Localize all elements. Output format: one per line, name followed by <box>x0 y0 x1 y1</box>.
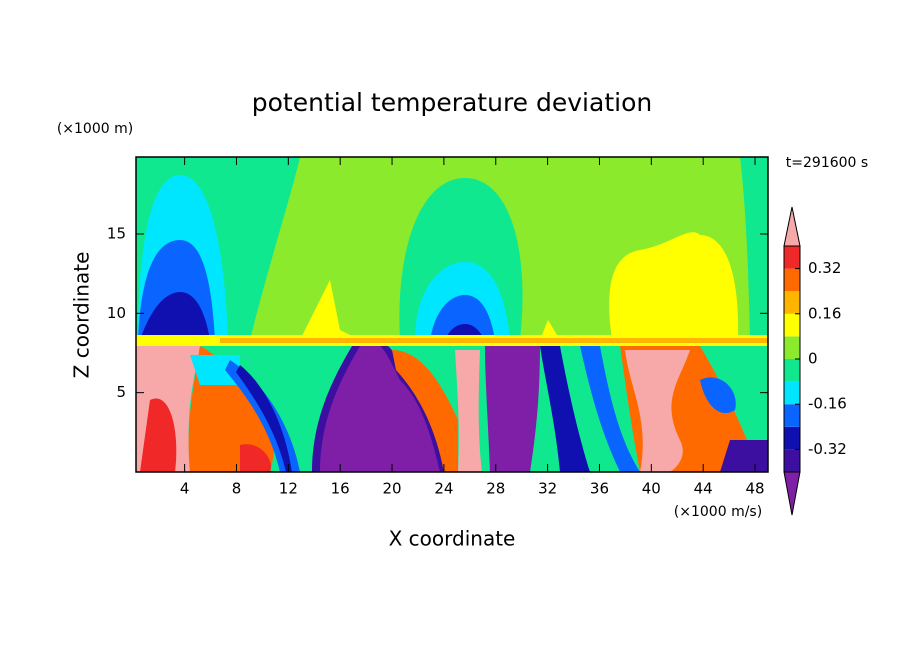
contour-region <box>300 280 360 340</box>
colorbar-band <box>784 381 800 405</box>
x-unit: (×1000 m/s) <box>674 504 762 520</box>
colorbar-band <box>784 291 800 314</box>
contour-region <box>392 350 458 472</box>
x-tick-label: 12 <box>279 480 298 498</box>
contour-region <box>540 346 590 472</box>
x-tick-label: 48 <box>745 480 764 498</box>
colorbar-tick-label: -0.32 <box>808 440 847 458</box>
colorbar-band <box>784 246 800 269</box>
time-label: t=291600 s <box>786 155 868 171</box>
contour-region <box>740 157 768 340</box>
y-tick-label: 15 <box>107 224 126 242</box>
x-tick-label: 24 <box>434 480 453 498</box>
colorbar-high <box>783 206 801 247</box>
contour-region <box>580 346 640 472</box>
colorbar-low <box>783 471 801 516</box>
colorbar-band <box>784 268 800 292</box>
y-tick-label: 10 <box>107 304 126 322</box>
contour-region <box>236 365 292 472</box>
colorbar-band <box>784 426 800 450</box>
contour-region <box>455 350 482 472</box>
contour-region <box>220 338 768 343</box>
contour-region <box>625 350 690 472</box>
x-axis-label: X coordinate <box>389 527 516 551</box>
x-tick-label: 44 <box>694 480 713 498</box>
colorbar-band <box>784 404 800 427</box>
colorbar-tick-label: 0 <box>808 350 818 368</box>
y-tick-label: 5 <box>116 383 126 401</box>
contour-field <box>136 157 768 472</box>
x-tick-label: 32 <box>538 480 557 498</box>
contour-region <box>140 398 177 472</box>
contour-region <box>190 355 240 385</box>
x-tick-label: 28 <box>486 480 505 498</box>
contour-region <box>240 444 271 472</box>
contour-region <box>430 295 495 340</box>
colorbar-tick-label: -0.16 <box>808 395 847 413</box>
y-axis-label: Z coordinate <box>70 252 94 379</box>
chart-title: potential temperature deviation <box>252 88 652 117</box>
contour-region <box>485 346 540 472</box>
colorbar-band <box>784 336 800 359</box>
x-tick-label: 20 <box>382 480 401 498</box>
plot-frame <box>135 156 769 473</box>
contour-region <box>720 440 768 472</box>
colorbar-band <box>784 359 800 382</box>
x-tick-label: 40 <box>642 480 661 498</box>
y-unit: (×1000 m) <box>57 121 133 137</box>
colorbar-tick-label: 0.32 <box>808 259 841 277</box>
contour-region <box>320 346 440 472</box>
colorbar-tick-label: 0.16 <box>808 304 841 322</box>
x-tick-label: 8 <box>232 480 242 498</box>
x-tick-label: 16 <box>331 480 350 498</box>
contour-region <box>140 292 210 340</box>
colorbar-band <box>784 449 800 472</box>
x-tick-label: 36 <box>590 480 609 498</box>
colorbar-band <box>784 313 800 337</box>
x-tick-label: 4 <box>180 480 190 498</box>
contour-region <box>700 377 736 414</box>
contour-region <box>609 232 739 340</box>
